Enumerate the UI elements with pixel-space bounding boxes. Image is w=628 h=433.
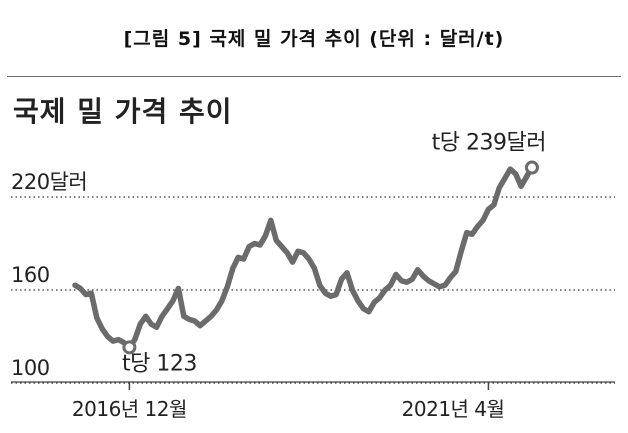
- x-tick-label-0: 2016년 12월: [72, 397, 187, 421]
- figure-caption: [그림 5] 국제 밀 가격 추이 (단위 : 달러/t): [123, 28, 505, 50]
- annotation-label-0: t당 123: [122, 351, 197, 376]
- annotation-marker-1: [524, 160, 539, 175]
- price-series-line: [72, 164, 535, 351]
- chart-title: 국제 밀 가격 추이: [13, 95, 233, 128]
- annotation-marker-0: [122, 340, 137, 355]
- price-line-chart: 220달러 160 100 2016년 12월 2021년 4월 t당 123 t당 239…: [11, 131, 615, 421]
- chart-panel: 국제 밀 가격 추이 220달러 160 100 2016년 12월 2021년 4월 t…: [7, 76, 621, 429]
- annotation-label-1: t당 239달러: [432, 131, 546, 156]
- y-tick-label-160: 160: [11, 263, 50, 287]
- y-tick-label-100: 100: [11, 356, 50, 380]
- y-tick-label-220: 220달러: [11, 170, 87, 194]
- x-tick-label-1: 2021년 4월: [402, 397, 505, 421]
